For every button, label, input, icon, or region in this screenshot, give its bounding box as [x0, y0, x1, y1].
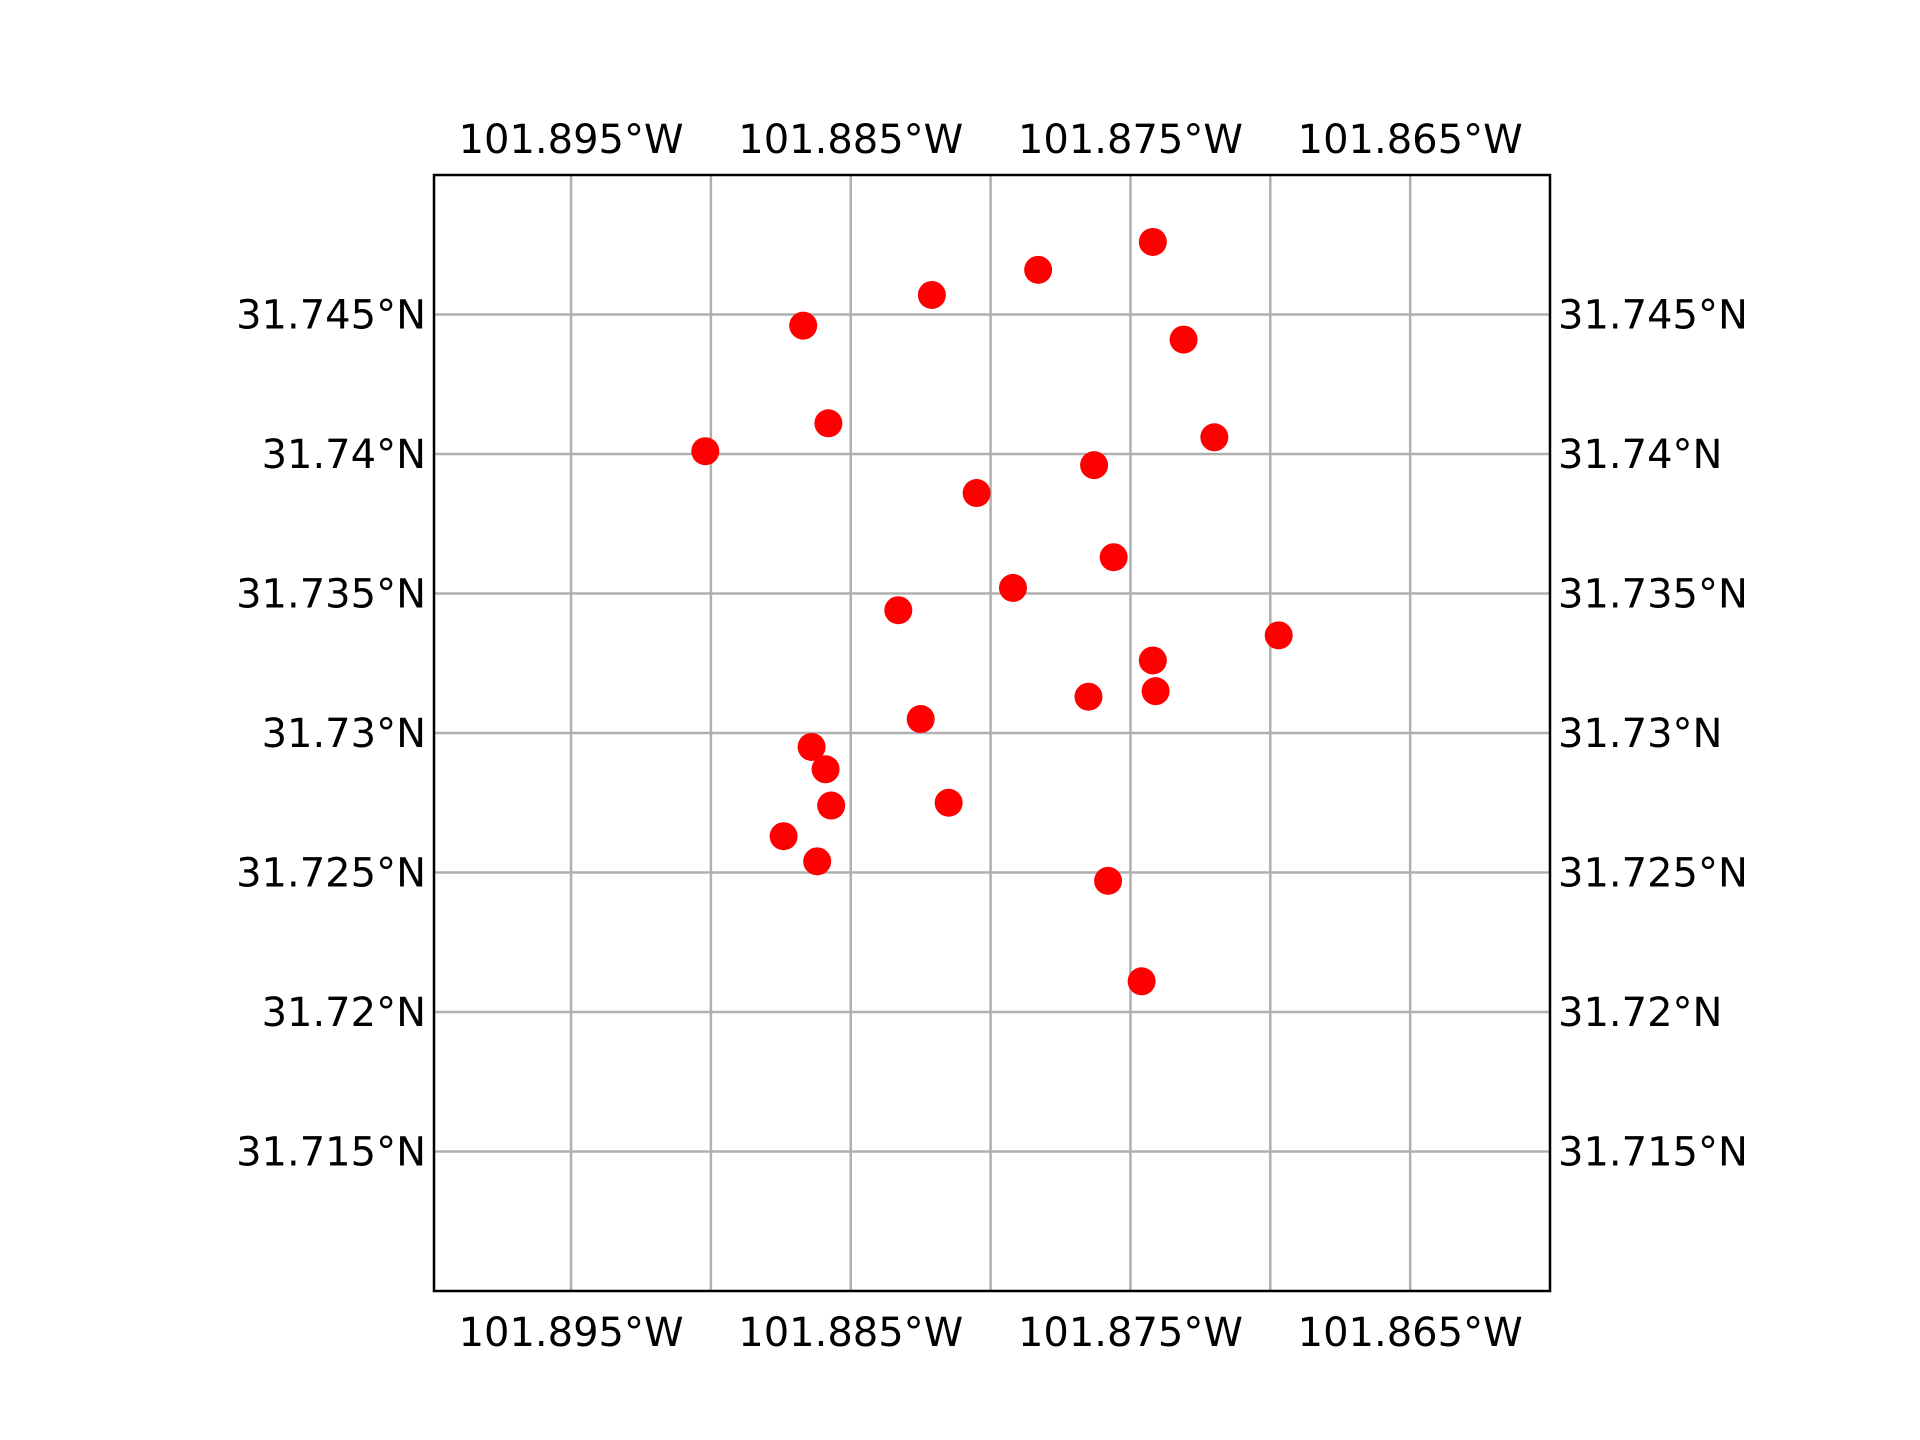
y-tick-label-right: 31.735°N: [1558, 572, 1748, 618]
data-point-0: [1138, 227, 1167, 256]
y-tick-label-left: 31.735°N: [236, 572, 426, 618]
y-tick-label-left: 31.74°N: [262, 432, 426, 478]
data-point-17: [906, 705, 935, 734]
data-point-13: [1264, 621, 1293, 650]
map-axes: 101.895°W 101.885°W 101.875°W 101.865°W 101…: [236, 117, 1748, 1356]
data-point-23: [803, 847, 832, 876]
data-point-7: [691, 437, 720, 466]
x-tick-label-top: 101.875°W: [1018, 117, 1243, 163]
y-tick-label-right: 31.715°N: [1558, 1130, 1748, 1176]
data-point-5: [814, 409, 843, 438]
data-point-25: [1127, 967, 1156, 996]
data-point-10: [1099, 543, 1128, 572]
x-tick-label-bottom: 101.875°W: [1018, 1310, 1243, 1356]
y-tick-label-right: 31.73°N: [1558, 711, 1722, 757]
y-tick-label-left: 31.73°N: [262, 711, 426, 757]
y-tick-label-left: 31.725°N: [236, 851, 426, 897]
y-tick-labels-left: 31.715°N 31.72°N 31.725°N 31.73°N 31.735°N 31…: [236, 293, 426, 1176]
data-point-3: [789, 311, 818, 340]
data-point-24: [1094, 866, 1123, 895]
x-tick-label-top: 101.885°W: [738, 117, 963, 163]
data-point-8: [1080, 451, 1109, 480]
data-point-18: [797, 732, 826, 761]
x-tick-label-top: 101.895°W: [459, 117, 684, 163]
data-point-22: [769, 822, 798, 851]
data-point-11: [998, 573, 1027, 602]
x-tick-label-bottom: 101.865°W: [1298, 1310, 1523, 1356]
data-point-16: [1074, 682, 1103, 711]
y-tick-label-left: 31.72°N: [262, 990, 426, 1036]
data-point-2: [917, 280, 946, 309]
data-point-12: [884, 596, 913, 625]
y-tick-label-right: 31.72°N: [1558, 990, 1722, 1036]
y-tick-label-left: 31.745°N: [236, 293, 426, 339]
data-point-4: [1169, 325, 1198, 354]
x-tick-label-top: 101.865°W: [1298, 117, 1523, 163]
y-tick-label-right: 31.745°N: [1558, 293, 1748, 339]
data-point-9: [962, 479, 991, 508]
x-tick-label-bottom: 101.885°W: [738, 1310, 963, 1356]
data-point-20: [817, 791, 846, 820]
y-tick-label-right: 31.74°N: [1558, 432, 1722, 478]
x-tick-labels-bottom: 101.895°W 101.885°W 101.875°W 101.865°W: [459, 1310, 1523, 1356]
data-point-19: [811, 755, 840, 784]
data-point-6: [1200, 423, 1229, 452]
y-tick-label-left: 31.715°N: [236, 1130, 426, 1176]
y-tick-label-right: 31.725°N: [1558, 851, 1748, 897]
map-frame: [432, 173, 1552, 1293]
y-tick-labels-right: 31.715°N 31.72°N 31.725°N 31.73°N 31.735°N 31…: [1558, 293, 1748, 1176]
data-point-15: [1141, 677, 1170, 706]
data-point-14: [1138, 646, 1167, 675]
x-tick-labels-top: 101.895°W 101.885°W 101.875°W 101.865°W: [459, 117, 1523, 163]
gridlines: [434, 175, 1550, 1291]
data-point-21: [934, 788, 963, 817]
data-point-1: [1024, 255, 1053, 284]
x-tick-label-bottom: 101.895°W: [459, 1310, 684, 1356]
data-points: [691, 227, 1293, 996]
